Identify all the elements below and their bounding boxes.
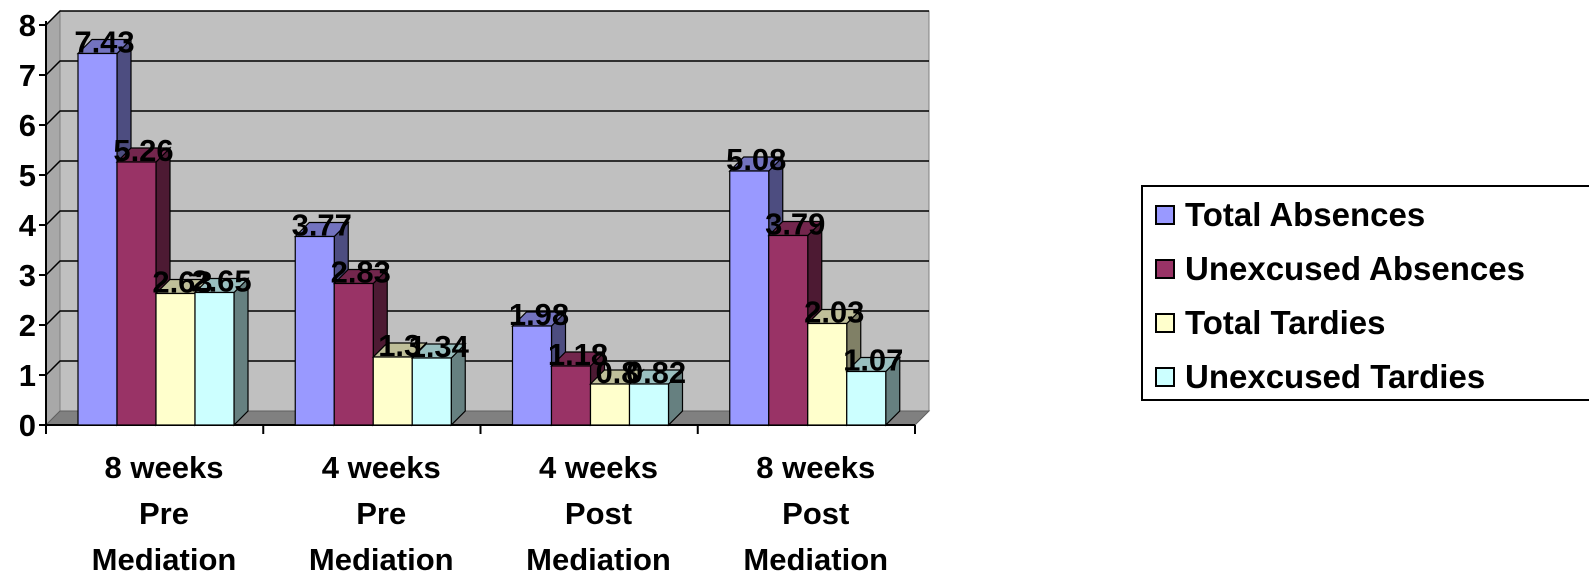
bar-front bbox=[194, 291, 235, 426]
bar-3-3 bbox=[845, 356, 902, 427]
bar-front bbox=[628, 383, 670, 426]
x-category-label-line: Mediation bbox=[743, 542, 888, 577]
bar-front bbox=[589, 383, 631, 426]
x-category-label-line: Pre bbox=[356, 496, 406, 531]
y-tick-label: 5 bbox=[19, 158, 36, 193]
legend-label: Unexcused Absences bbox=[1185, 250, 1525, 287]
x-category-label-line: Pre bbox=[139, 496, 189, 531]
x-category-label-line: 4 weeks bbox=[539, 450, 658, 485]
y-tick-label: 8 bbox=[19, 8, 36, 43]
gridline bbox=[45, 360, 929, 376]
x-category-label: 4 weeks Pre Mediation bbox=[309, 450, 454, 577]
gridline bbox=[45, 10, 929, 26]
bar-1-3 bbox=[410, 342, 467, 427]
legend-item: Unexcused Tardies bbox=[1155, 357, 1485, 397]
bar-front bbox=[372, 356, 413, 426]
bar-front bbox=[77, 52, 118, 426]
x-category-label-line: Mediation bbox=[526, 542, 671, 577]
legend-label: Total Absences bbox=[1185, 196, 1426, 233]
data-label-0-0: 7.43 bbox=[74, 25, 134, 60]
bar-front bbox=[511, 325, 553, 426]
gridline bbox=[45, 110, 929, 126]
bar-front bbox=[846, 370, 887, 426]
legend-item: Total Tardies bbox=[1155, 303, 1385, 343]
chart-legend: Total Absences Unexcused Absences Total Ta… bbox=[1141, 185, 1589, 401]
legend-swatch bbox=[1155, 259, 1175, 279]
gridline bbox=[45, 60, 929, 76]
data-label-3-1: 3.79 bbox=[765, 207, 825, 242]
data-label-0-2: 2.63 bbox=[152, 265, 212, 300]
x-category-label-line: 8 weeks bbox=[756, 450, 875, 485]
gridline bbox=[45, 160, 929, 176]
gridline bbox=[45, 310, 929, 326]
data-label-1-0: 3.77 bbox=[292, 208, 352, 243]
data-label-0-1: 5.26 bbox=[113, 133, 173, 168]
y-tick-label: 7 bbox=[19, 58, 36, 93]
bar-2-3 bbox=[628, 368, 684, 427]
data-label-2-0: 1.98 bbox=[509, 297, 569, 332]
legend-swatch bbox=[1155, 205, 1175, 225]
y-tick-label: 6 bbox=[19, 108, 36, 143]
legend-label: Unexcused Tardies bbox=[1185, 358, 1486, 395]
legend-swatch bbox=[1155, 367, 1175, 387]
x-category-label-line: Mediation bbox=[92, 542, 237, 577]
bar-front bbox=[294, 235, 335, 426]
legend-swatch bbox=[1155, 313, 1175, 333]
bar-chart: 0 1 2 3 4 5 6 7 8 8 weeks Pre Mediation 4 weeks Pre Me… bbox=[19, 8, 931, 577]
x-category-label-line: Mediation bbox=[309, 542, 454, 577]
data-label-3-3: 1.07 bbox=[843, 343, 903, 378]
gridline bbox=[45, 260, 929, 276]
bar-front bbox=[729, 170, 770, 426]
y-tick-label: 4 bbox=[19, 208, 37, 243]
data-label-1-3: 1.34 bbox=[409, 329, 470, 364]
bar-front bbox=[411, 357, 452, 426]
data-label-3-0: 5.08 bbox=[726, 142, 786, 177]
data-label-2-2: 0.8 bbox=[595, 355, 638, 390]
x-category-label: 8 weeks Pre Mediation bbox=[92, 450, 237, 577]
x-category-label: 8 weeks Post Mediation bbox=[743, 450, 888, 577]
data-label-3-2: 2.03 bbox=[804, 295, 864, 330]
data-label-1-2: 1.3 bbox=[378, 328, 421, 363]
legend-item: Total Absences bbox=[1155, 195, 1425, 235]
x-category-label-line: 4 weeks bbox=[322, 450, 441, 485]
data-label-0-3: 2.65 bbox=[191, 264, 251, 299]
x-category-label: 4 weeks Post Mediation bbox=[526, 450, 671, 577]
y-tick-label: 0 bbox=[19, 408, 36, 443]
data-label-1-1: 2.83 bbox=[331, 255, 391, 290]
bar-front bbox=[807, 322, 848, 426]
y-tick-label: 2 bbox=[19, 308, 36, 343]
bar-side bbox=[233, 277, 249, 427]
gridline bbox=[45, 210, 929, 226]
legend-label: Total Tardies bbox=[1185, 304, 1386, 341]
bar-front bbox=[155, 292, 196, 426]
bar-0-3 bbox=[193, 277, 250, 427]
legend-item: Unexcused Absences bbox=[1155, 249, 1525, 289]
bar-front bbox=[768, 234, 809, 426]
data-label-2-3: 0.82 bbox=[626, 355, 686, 390]
data-label-2-1: 1.18 bbox=[548, 337, 608, 372]
x-category-label-line: 8 weeks bbox=[105, 450, 224, 485]
x-category-label-line: Post bbox=[565, 496, 632, 531]
y-tick-label: 3 bbox=[19, 258, 36, 293]
x-category-label-line: Post bbox=[782, 496, 849, 531]
bar-front bbox=[333, 282, 374, 426]
bar-front bbox=[116, 161, 157, 426]
y-tick-label: 1 bbox=[19, 358, 36, 393]
bar-front bbox=[550, 365, 592, 426]
